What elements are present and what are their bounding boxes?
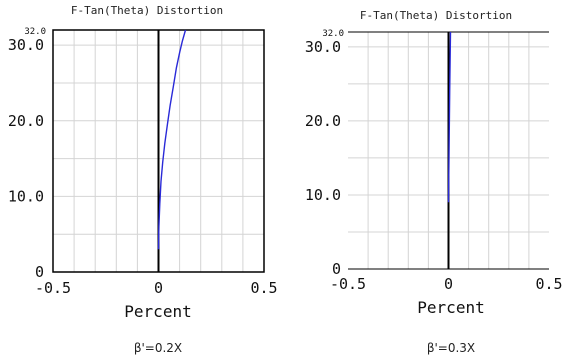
chart-right-ytick-30: 30.0 [305,38,341,56]
chart-left: F-Tan(Theta) Distortion 32.0 0 10.0 20.0… [8,4,278,355]
chart-right-ytick-0: 0 [332,260,341,278]
chart-right-ytick-10: 10.0 [305,186,341,204]
chart-right-series-line [447,31,452,203]
chart-right-xtick-zero: 0 [444,275,453,293]
chart-left-ytick-30: 30.0 [8,36,44,54]
chart-left-title: F-Tan(Theta) Distortion [71,4,223,17]
chart-right: F-Tan(Theta) Distortion 32.0 0 10.0 20.0… [305,9,563,355]
chart-left-xtick-pos: 0.5 [250,279,277,297]
chart-left-xlabel: Percent [124,302,191,321]
chart-left-ytick-10: 10.0 [8,187,44,205]
chart-left-xtick-neg: -0.5 [35,279,71,297]
chart-right-xlabel: Percent [417,298,484,317]
chart-right-xtick-neg: -0.5 [330,275,366,293]
chart-right-title: F-Tan(Theta) Distortion [360,9,512,22]
chart-left-series-line [157,29,187,250]
chart-right-ytick-20: 20.0 [305,112,341,130]
chart-right-caption: β'=0.3X [427,341,475,355]
chart-left-ytick-20: 20.0 [8,112,44,130]
chart-left-xtick-zero: 0 [154,279,163,297]
chart-left-ytick-0: 0 [35,263,44,281]
chart-left-caption: β'=0.2X [134,341,182,355]
chart-right-ymax-label: 32.0 [322,29,344,39]
chart-left-ymax-label: 32.0 [24,27,46,37]
chart-right-xtick-pos: 0.5 [535,275,562,293]
